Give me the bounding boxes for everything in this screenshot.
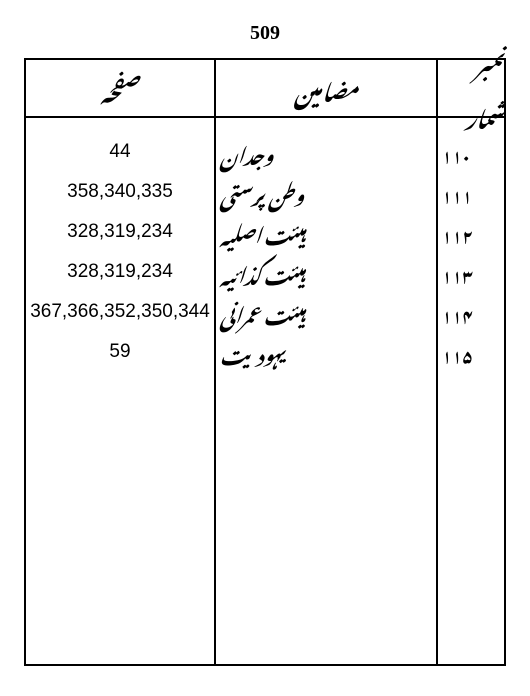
column-topic: وجدان وطن پرستی ہیئت اصلیہ ہیئت کذائیہ ہ… — [216, 118, 438, 664]
cell-serial: ۱۱۳ — [442, 252, 496, 292]
cell-serial: ۱۱۲ — [442, 212, 496, 252]
cell-topic: وجدان — [220, 132, 426, 172]
column-serial: ۱۱۰ ۱۱۱ ۱۱۲ ۱۱۳ ۱۱۴ ۱۱۵ — [438, 118, 504, 664]
cell-topic: وطن پرستی — [220, 172, 426, 212]
index-table: صفحہ مضامین نمبر شمار 44 358,340,335 328… — [24, 58, 506, 666]
cell-page: 59 — [30, 332, 210, 372]
cell-page: 44 — [30, 132, 210, 172]
cell-topic: یہودیت — [220, 332, 426, 372]
cell-topic: ہیئت عمرانی — [220, 292, 426, 332]
cell-topic: ہیئت اصلیہ — [220, 212, 426, 252]
cell-page: 358,340,335 — [30, 172, 210, 212]
cell-serial: ۱۱۴ — [442, 292, 496, 332]
header-topic: مضامین — [216, 60, 438, 116]
cell-serial: ۱۱۱ — [442, 172, 496, 212]
header-page: صفحہ — [26, 60, 216, 116]
table-header: صفحہ مضامین نمبر شمار — [26, 60, 504, 118]
cell-page: 367,366,352,350,344 — [30, 292, 210, 332]
cell-page: 328,319,234 — [30, 252, 210, 292]
header-serial: نمبر شمار — [438, 60, 504, 116]
column-page: 44 358,340,335 328,319,234 328,319,234 3… — [26, 118, 216, 664]
cell-serial: ۱۱۰ — [442, 132, 496, 172]
cell-serial: ۱۱۵ — [442, 332, 496, 372]
table-body: 44 358,340,335 328,319,234 328,319,234 3… — [26, 118, 504, 664]
cell-page: 328,319,234 — [30, 212, 210, 252]
cell-topic: ہیئت کذائیہ — [220, 252, 426, 292]
